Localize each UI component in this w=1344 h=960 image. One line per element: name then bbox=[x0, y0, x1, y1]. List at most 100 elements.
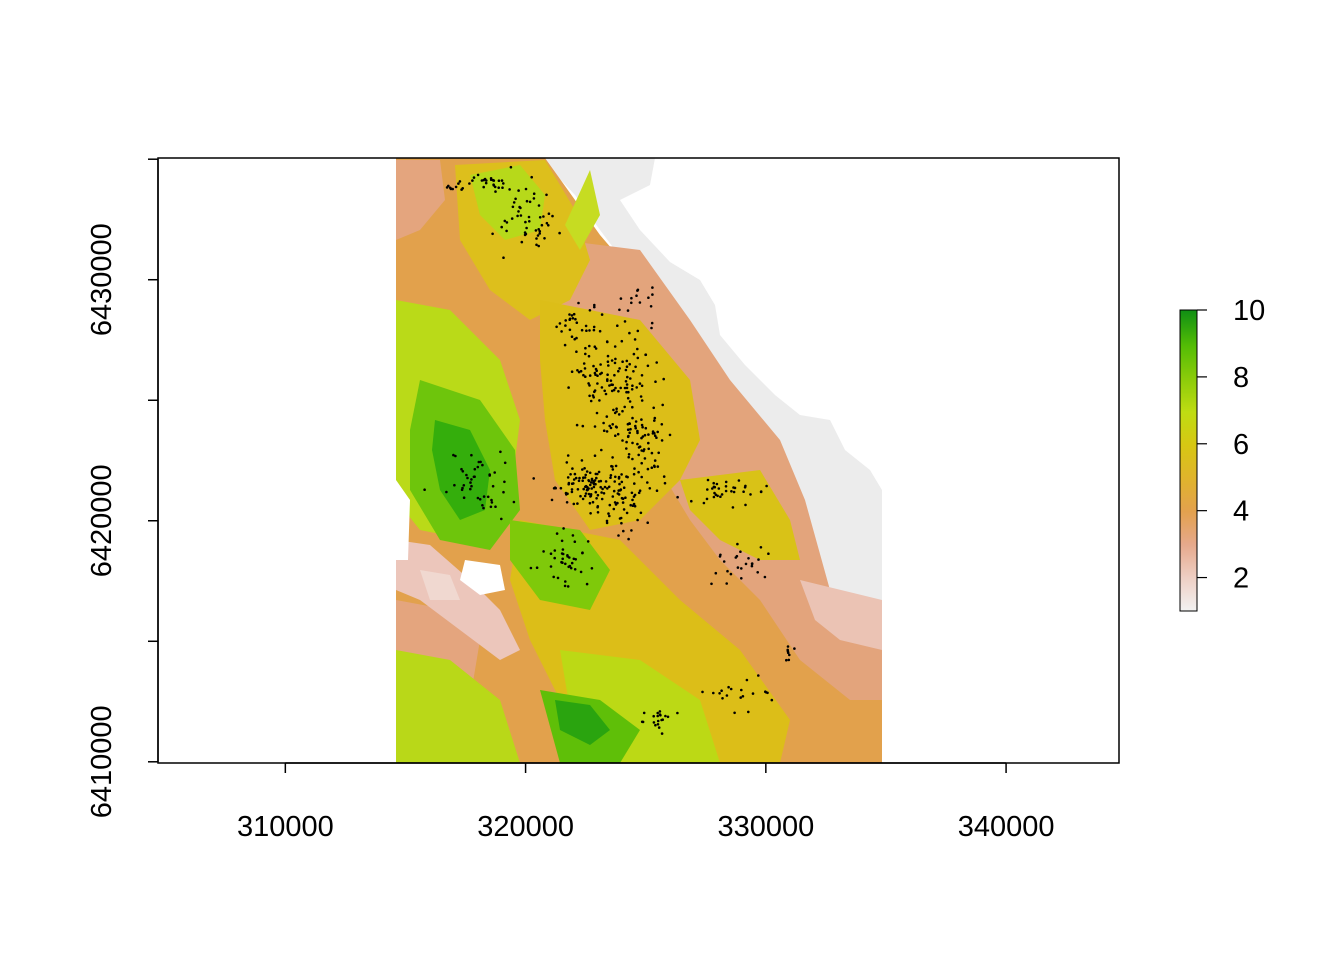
occurrence-point bbox=[609, 474, 613, 477]
occurrence-point bbox=[570, 482, 574, 486]
occurrence-point bbox=[574, 317, 577, 321]
occurrence-point bbox=[627, 390, 630, 394]
occurrence-point bbox=[739, 550, 742, 553]
occurrence-point bbox=[628, 331, 631, 335]
occurrence-point bbox=[622, 529, 625, 533]
occurrence-point bbox=[712, 481, 715, 485]
occurrence-point bbox=[592, 485, 596, 489]
occurrence-point bbox=[449, 187, 453, 191]
occurrence-point bbox=[505, 229, 508, 233]
occurrence-point bbox=[598, 399, 601, 402]
occurrence-point bbox=[564, 562, 567, 566]
occurrence-point bbox=[739, 696, 742, 699]
occurrence-point bbox=[582, 373, 585, 377]
occurrence-point bbox=[725, 582, 728, 585]
occurrence-point bbox=[605, 521, 609, 525]
occurrence-point bbox=[619, 516, 623, 520]
occurrence-point bbox=[616, 432, 620, 436]
occurrence-point bbox=[611, 383, 614, 387]
occurrence-point bbox=[470, 478, 473, 481]
occurrence-point bbox=[646, 481, 649, 484]
occurrence-point bbox=[724, 485, 728, 488]
occurrence-point bbox=[710, 582, 713, 586]
occurrence-point bbox=[716, 494, 719, 498]
occurrence-point bbox=[647, 447, 650, 451]
occurrence-point bbox=[537, 204, 541, 207]
occurrence-point bbox=[582, 487, 585, 491]
occurrence-point bbox=[734, 556, 738, 559]
occurrence-point bbox=[584, 375, 587, 379]
occurrence-point bbox=[617, 413, 621, 416]
occurrence-point bbox=[607, 485, 611, 489]
occurrence-point bbox=[662, 377, 665, 381]
occurrence-point bbox=[631, 457, 634, 461]
occurrence-point bbox=[553, 486, 557, 490]
occurrence-point bbox=[613, 501, 617, 504]
occurrence-point bbox=[653, 434, 657, 438]
occurrence-point bbox=[518, 205, 521, 209]
occurrence-point bbox=[605, 430, 609, 433]
occurrence-point bbox=[567, 482, 570, 486]
occurrence-point bbox=[605, 415, 609, 418]
occurrence-point bbox=[740, 577, 743, 580]
occurrence-point bbox=[489, 178, 493, 181]
occurrence-point bbox=[742, 490, 745, 494]
occurrence-point bbox=[581, 424, 585, 428]
occurrence-point bbox=[587, 354, 591, 358]
occurrence-point bbox=[447, 184, 450, 188]
occurrence-point bbox=[609, 379, 613, 383]
occurrence-point bbox=[650, 321, 654, 325]
occurrence-point bbox=[600, 491, 603, 494]
occurrence-point bbox=[626, 428, 630, 432]
occurrence-point bbox=[604, 480, 608, 483]
occurrence-point bbox=[595, 497, 598, 500]
occurrence-point bbox=[553, 549, 557, 552]
occurrence-point bbox=[702, 501, 706, 505]
occurrence-point bbox=[747, 710, 750, 714]
occurrence-point bbox=[634, 426, 637, 430]
occurrence-point bbox=[577, 479, 581, 483]
occurrence-point bbox=[576, 488, 580, 491]
occurrence-point bbox=[568, 328, 572, 332]
occurrence-point bbox=[632, 352, 636, 356]
x-axis: 310000 320000 330000 340000 bbox=[237, 762, 1054, 843]
occurrence-point bbox=[720, 689, 723, 692]
occurrence-point bbox=[613, 480, 616, 483]
occurrence-point bbox=[556, 576, 560, 580]
occurrence-point bbox=[625, 386, 629, 390]
occurrence-point bbox=[605, 519, 609, 523]
occurrence-point bbox=[712, 691, 715, 695]
occurrence-point bbox=[532, 477, 535, 480]
occurrence-point bbox=[652, 714, 655, 718]
occurrence-point bbox=[589, 494, 593, 498]
occurrence-point bbox=[648, 487, 652, 490]
occurrence-point bbox=[460, 488, 464, 492]
occurrence-point bbox=[630, 301, 633, 305]
occurrence-point bbox=[597, 470, 601, 474]
occurrence-point bbox=[525, 226, 528, 230]
occurrence-point bbox=[501, 186, 504, 189]
occurrence-point bbox=[601, 487, 604, 491]
occurrence-point bbox=[494, 190, 497, 193]
occurrence-point bbox=[676, 711, 679, 715]
occurrence-point bbox=[652, 406, 655, 410]
occurrence-point bbox=[570, 561, 574, 565]
occurrence-point bbox=[588, 471, 592, 475]
occurrence-point bbox=[480, 179, 484, 182]
occurrence-point bbox=[626, 396, 630, 400]
occurrence-point bbox=[661, 403, 664, 407]
occurrence-point bbox=[656, 719, 660, 723]
occurrence-point bbox=[657, 451, 660, 455]
occurrence-point bbox=[630, 529, 633, 532]
occurrence-point bbox=[599, 485, 602, 489]
occurrence-point bbox=[587, 492, 591, 496]
occurrence-point bbox=[595, 476, 598, 480]
occurrence-point bbox=[608, 384, 611, 387]
occurrence-point bbox=[650, 451, 654, 455]
occurrence-point bbox=[637, 491, 641, 495]
occurrence-point bbox=[633, 482, 636, 485]
occurrence-point bbox=[634, 365, 637, 369]
raster-pink-southeast bbox=[800, 580, 882, 650]
occurrence-point bbox=[545, 193, 548, 197]
occurrence-point bbox=[534, 229, 538, 232]
